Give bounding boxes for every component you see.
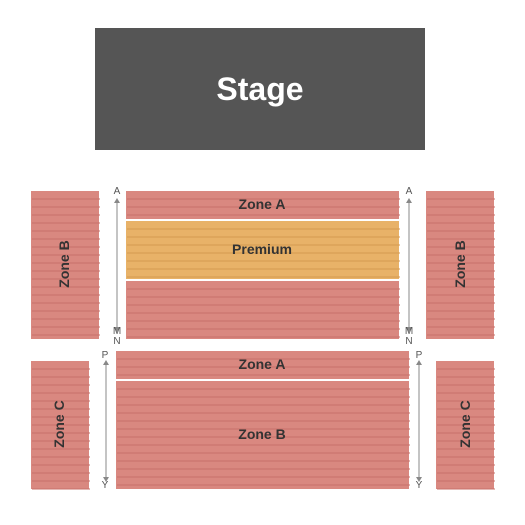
section-front-center-zone-a-bottom[interactable] <box>125 280 400 340</box>
row-marker: Y <box>414 480 424 491</box>
row-marker: A <box>404 186 414 197</box>
section-label-front-right-zone-b: Zone B <box>452 214 468 314</box>
section-label-front-left-zone-b: Zone B <box>56 214 72 314</box>
section-label-rear-right-zone-c: Zone C <box>457 374 473 474</box>
aisle-rear-aisle-right <box>410 352 428 490</box>
seating-chart: Stage Zone A Premium Zone B Zone B Zone A Zone… <box>0 0 525 525</box>
section-label-front-center-zone-a-top: Zone A <box>212 196 312 212</box>
section-label-rear-center-zone-a: Zone A <box>212 356 312 372</box>
section-label-front-center-premium: Premium <box>212 241 312 257</box>
section-label-rear-left-zone-c: Zone C <box>51 374 67 474</box>
row-marker: N <box>112 336 122 347</box>
stage: Stage <box>95 28 425 150</box>
row-marker: P <box>100 350 110 361</box>
section-label-rear-center-zone-b: Zone B <box>212 426 312 442</box>
row-marker: Y <box>100 480 110 491</box>
aisle-front-aisle-left <box>108 190 125 340</box>
stage-label: Stage <box>216 71 303 108</box>
row-marker: A <box>112 186 122 197</box>
aisle-rear-aisle-left <box>97 352 115 490</box>
row-marker: N <box>404 336 414 347</box>
row-marker: P <box>414 350 424 361</box>
aisle-front-aisle-right <box>400 190 417 340</box>
